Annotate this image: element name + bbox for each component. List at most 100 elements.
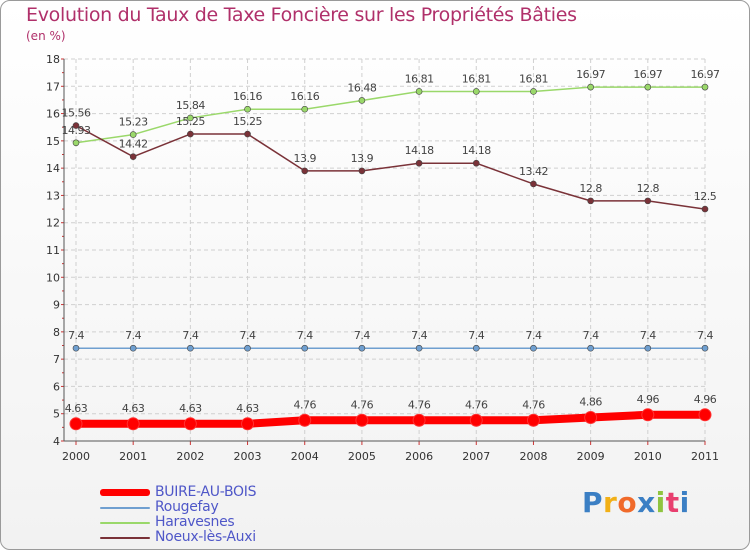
data-point-noeux	[244, 130, 251, 138]
data-point-noeux	[644, 197, 652, 205]
data-label-noeux: 15.56	[62, 107, 91, 120]
data-point-buire	[298, 413, 312, 427]
data-point-haravesnes	[244, 105, 251, 113]
data-label-rougefay: 7.4	[68, 329, 84, 342]
data-point-noeux	[415, 159, 423, 167]
y-tick-label: 14	[46, 162, 60, 175]
data-label-noeux: 15.25	[233, 115, 262, 128]
data-point-buire	[126, 417, 140, 431]
data-point-haravesnes	[358, 97, 366, 104]
data-label-haravesnes: 16.97	[576, 68, 605, 81]
y-tick-label: 13	[46, 189, 60, 202]
legend-label-rougefay: Rougefay	[155, 499, 219, 515]
legend-item-buire: BUIRE-AU-BOIS	[100, 484, 360, 500]
y-tick-label: 9	[53, 299, 60, 312]
x-tick-label: 2004	[291, 450, 319, 463]
data-point-noeux	[530, 180, 537, 188]
data-label-rougefay: 7.4	[640, 329, 656, 342]
y-tick-label: 6	[53, 380, 60, 393]
legend-swatch-buire	[100, 489, 150, 496]
data-label-buire: 4.86	[579, 396, 602, 409]
y-tick-label: 11	[46, 244, 60, 257]
data-label-rougefay: 7.4	[125, 329, 141, 342]
data-label-buire: 4.63	[236, 402, 259, 415]
data-point-haravesnes	[472, 88, 480, 95]
y-tick-label: 16	[46, 108, 60, 121]
logo-letter: i	[655, 486, 666, 519]
data-point-buire	[698, 408, 712, 422]
data-point-rougefay	[472, 344, 480, 352]
series-line-noeux	[75, 124, 706, 210]
data-label-noeux: 14.18	[462, 144, 491, 157]
data-label-buire: 4.76	[293, 398, 316, 411]
data-point-buire	[584, 411, 598, 425]
series-line-buire	[72, 410, 709, 428]
data-label-haravesnes: 16.97	[633, 68, 662, 81]
data-point-rougefay	[72, 344, 80, 352]
data-label-noeux: 15.25	[176, 115, 205, 128]
y-tick-label: 5	[53, 408, 60, 421]
x-tick-label: 2001	[119, 450, 147, 463]
data-label-buire: 4.76	[465, 398, 488, 411]
data-point-noeux	[587, 197, 594, 205]
legend-item-rougefay: Rougefay	[100, 499, 360, 515]
x-tick-label: 2002	[176, 450, 204, 463]
data-label-haravesnes: 14.93	[62, 124, 91, 137]
data-label-rougefay: 7.4	[583, 329, 599, 342]
x-tick-label: 2010	[634, 450, 662, 463]
x-tick-label: 2007	[462, 450, 490, 463]
data-label-haravesnes: 16.81	[405, 72, 434, 85]
y-tick-label: 17	[46, 80, 60, 93]
data-label-haravesnes: 15.23	[119, 116, 148, 129]
data-point-buire	[412, 413, 426, 427]
data-point-haravesnes	[415, 88, 423, 95]
y-tick-label: 8	[53, 326, 60, 339]
data-label-haravesnes: 16.81	[462, 72, 491, 85]
data-point-noeux	[701, 205, 709, 213]
data-point-rougefay	[244, 344, 251, 352]
data-label-rougefay: 7.4	[697, 329, 713, 342]
data-point-noeux	[301, 167, 309, 175]
data-label-noeux: 14.42	[119, 138, 148, 151]
data-label-buire: 4.63	[179, 402, 202, 415]
y-tick-label: 10	[46, 271, 60, 284]
data-label-rougefay: 7.4	[297, 329, 313, 342]
series-line-haravesnes	[75, 86, 706, 144]
x-tick-label: 2011	[691, 450, 719, 463]
legend-label-haravesnes: Haravesnes	[155, 514, 235, 530]
data-label-rougefay: 7.4	[525, 329, 541, 342]
data-point-haravesnes	[72, 139, 80, 147]
data-point-buire	[641, 408, 655, 422]
y-tick-label: 7	[53, 353, 60, 366]
legend-swatch-noeux	[100, 537, 150, 539]
data-label-buire: 4.63	[122, 402, 145, 415]
logo-letter: r	[603, 486, 618, 519]
data-point-rougefay	[415, 344, 423, 352]
data-label-noeux: 13.42	[519, 165, 548, 178]
data-label-haravesnes: 16.81	[519, 72, 548, 85]
logo-letter: t	[665, 486, 680, 519]
data-label-noeux: 13.9	[293, 152, 316, 165]
logo-letter: P	[582, 486, 604, 519]
data-label-noeux: 13.9	[351, 152, 374, 165]
data-label-buire: 4.96	[694, 393, 717, 406]
x-tick-label: 2003	[234, 450, 262, 463]
data-label-buire: 4.76	[522, 398, 545, 411]
data-label-buire: 4.76	[351, 398, 374, 411]
legend-label-buire: BUIRE-AU-BOIS	[155, 484, 257, 500]
data-label-noeux: 12.8	[637, 182, 660, 195]
legend-item-haravesnes: Haravesnes	[100, 514, 360, 530]
data-point-rougefay	[129, 344, 137, 352]
logo-letter: o	[617, 486, 638, 519]
data-point-haravesnes	[301, 105, 309, 113]
legend: BUIRE-AU-BOIS Rougefay Haravesnes Noeux-…	[100, 484, 360, 545]
logo-letter: i	[679, 486, 690, 519]
data-label-haravesnes: 15.84	[176, 99, 205, 112]
legend-label-noeux: Noeux-lès-Auxi	[155, 529, 256, 545]
data-point-buire	[355, 413, 369, 427]
data-point-rougefay	[301, 344, 309, 352]
data-point-haravesnes	[587, 83, 594, 91]
data-label-rougefay: 7.4	[411, 329, 427, 342]
